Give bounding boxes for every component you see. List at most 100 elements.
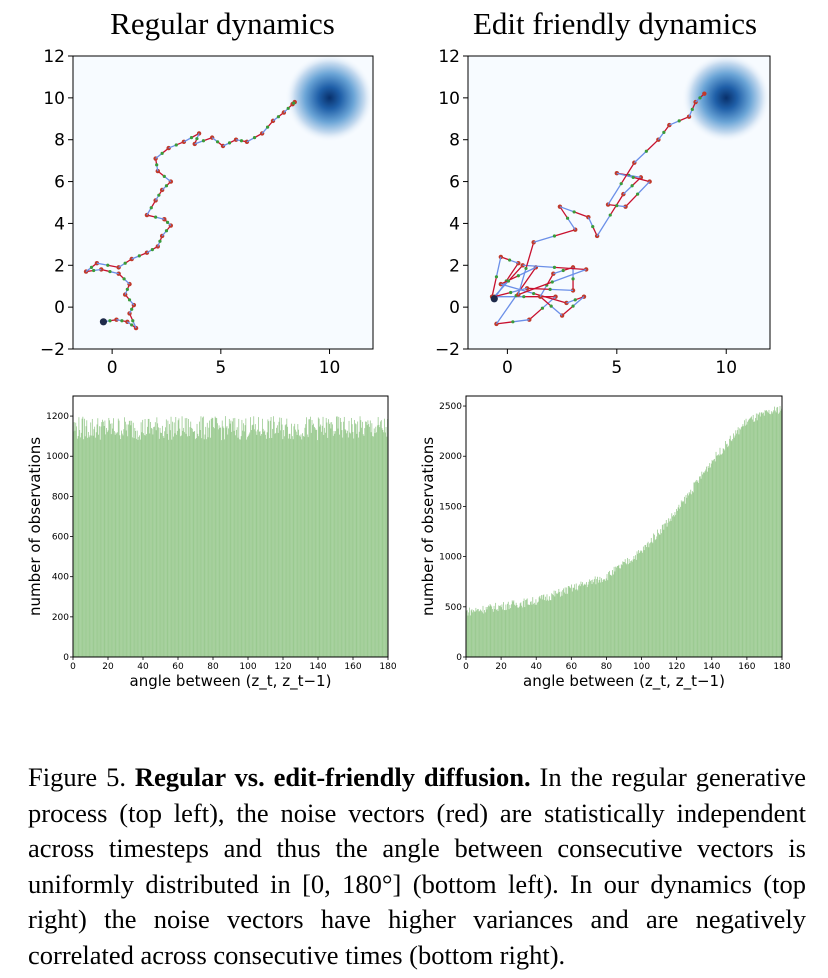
histogram-bar (477, 608, 479, 657)
histogram-bar (195, 438, 197, 657)
y-tick-label: 0 (63, 653, 69, 663)
midpoint-marker (157, 193, 161, 197)
histogram-bar (178, 418, 180, 657)
drift-segment (96, 262, 108, 266)
histogram-bar (291, 436, 293, 657)
histogram-bar (579, 586, 581, 657)
histogram-bar (322, 416, 324, 657)
midpoint-marker (644, 149, 648, 153)
y-tick-label: 0 (54, 298, 65, 318)
histogram-bar (95, 432, 97, 657)
midpoint-marker (127, 298, 132, 302)
histogram-bar (326, 422, 328, 657)
histogram-bar (225, 427, 227, 657)
histogram-bar (360, 420, 362, 657)
histogram-bar (219, 427, 221, 657)
histogram-bar (740, 427, 742, 657)
histogram-bar (226, 426, 228, 657)
x-tick-label: 120 (668, 662, 685, 672)
midpoint-marker (108, 269, 112, 274)
histogram-bar (685, 495, 687, 657)
midpoint-marker (125, 287, 129, 291)
histogram-bar (470, 610, 472, 657)
histogram-bar (583, 584, 585, 657)
histogram-bar (129, 420, 131, 657)
x-tick-label: 5 (611, 358, 622, 378)
x-tick-label: 160 (738, 662, 755, 672)
histogram-bar (507, 601, 509, 657)
noise-segment (561, 305, 574, 317)
histogram-bar (488, 606, 490, 657)
histogram-bar (156, 417, 158, 657)
midpoint-marker (164, 184, 169, 188)
x-tick-label: 60 (566, 662, 578, 672)
histogram-bar (616, 567, 617, 657)
histogram-bar (166, 433, 168, 657)
histogram-bar (618, 564, 620, 657)
histogram-bar (115, 432, 117, 657)
histogram-bar (540, 598, 542, 657)
histogram-bar (482, 605, 484, 657)
histogram-bar (550, 600, 552, 657)
histogram-bar (712, 461, 714, 657)
histogram-bar (277, 432, 279, 657)
histogram-bar (347, 437, 349, 657)
y-tick-label: 10 (43, 89, 65, 109)
histogram-bar (755, 417, 756, 657)
midpoint-marker (532, 291, 536, 296)
histogram-bar (315, 429, 317, 657)
drift-segment (616, 172, 634, 179)
histogram-bar (339, 434, 340, 657)
histogram-bar (606, 574, 608, 657)
drift-segment (628, 174, 641, 179)
histogram-bar (221, 420, 223, 657)
histogram-bar (193, 431, 195, 657)
histogram-bar (162, 435, 164, 657)
drift-segment (518, 266, 537, 277)
x-tick-label: 60 (172, 662, 184, 672)
midpoint-marker (573, 298, 577, 302)
histogram-bar (200, 416, 202, 657)
histogram-bar (747, 421, 749, 657)
histogram-bar (645, 544, 647, 657)
histogram-bar (495, 602, 497, 657)
histogram-bar (588, 581, 590, 657)
histogram-bar (117, 432, 118, 657)
histogram-bar (509, 604, 511, 657)
histogram-bar (381, 428, 383, 657)
histogram-bar (113, 418, 114, 657)
histogram-bar (242, 430, 244, 657)
noise-segment (505, 262, 519, 282)
drift-segment (633, 150, 647, 164)
midpoint-marker (130, 323, 134, 327)
histogram-bar (376, 425, 378, 657)
histogram-bar (526, 598, 528, 657)
drift-segment (567, 217, 576, 231)
histogram-bar (152, 434, 154, 657)
histogram-bar (94, 426, 96, 657)
histogram-bar (158, 438, 160, 657)
histogram-bar (667, 522, 669, 657)
histogram-bar (502, 609, 504, 657)
histogram-bar (317, 417, 319, 657)
drift-segment (550, 288, 574, 292)
noise-segment (554, 266, 587, 271)
histogram-bar (560, 591, 562, 657)
histogram-bar (735, 430, 737, 657)
histogram-bar (332, 424, 333, 657)
histogram-bar (755, 413, 757, 657)
histogram-bar (742, 424, 744, 657)
histogram-bar (289, 433, 291, 657)
histogram-bar (693, 482, 695, 657)
histogram-bar (532, 597, 534, 657)
histogram-bar (662, 524, 664, 657)
histogram-bar (359, 416, 361, 657)
histogram-bar (321, 431, 322, 657)
histogram-bar (134, 427, 136, 657)
histogram-bar (699, 476, 701, 657)
histogram-bar (776, 407, 778, 657)
histogram-bar (780, 410, 782, 657)
histogram-bar (565, 593, 567, 657)
histogram-bar (157, 423, 159, 657)
histogram-bar (116, 433, 118, 657)
